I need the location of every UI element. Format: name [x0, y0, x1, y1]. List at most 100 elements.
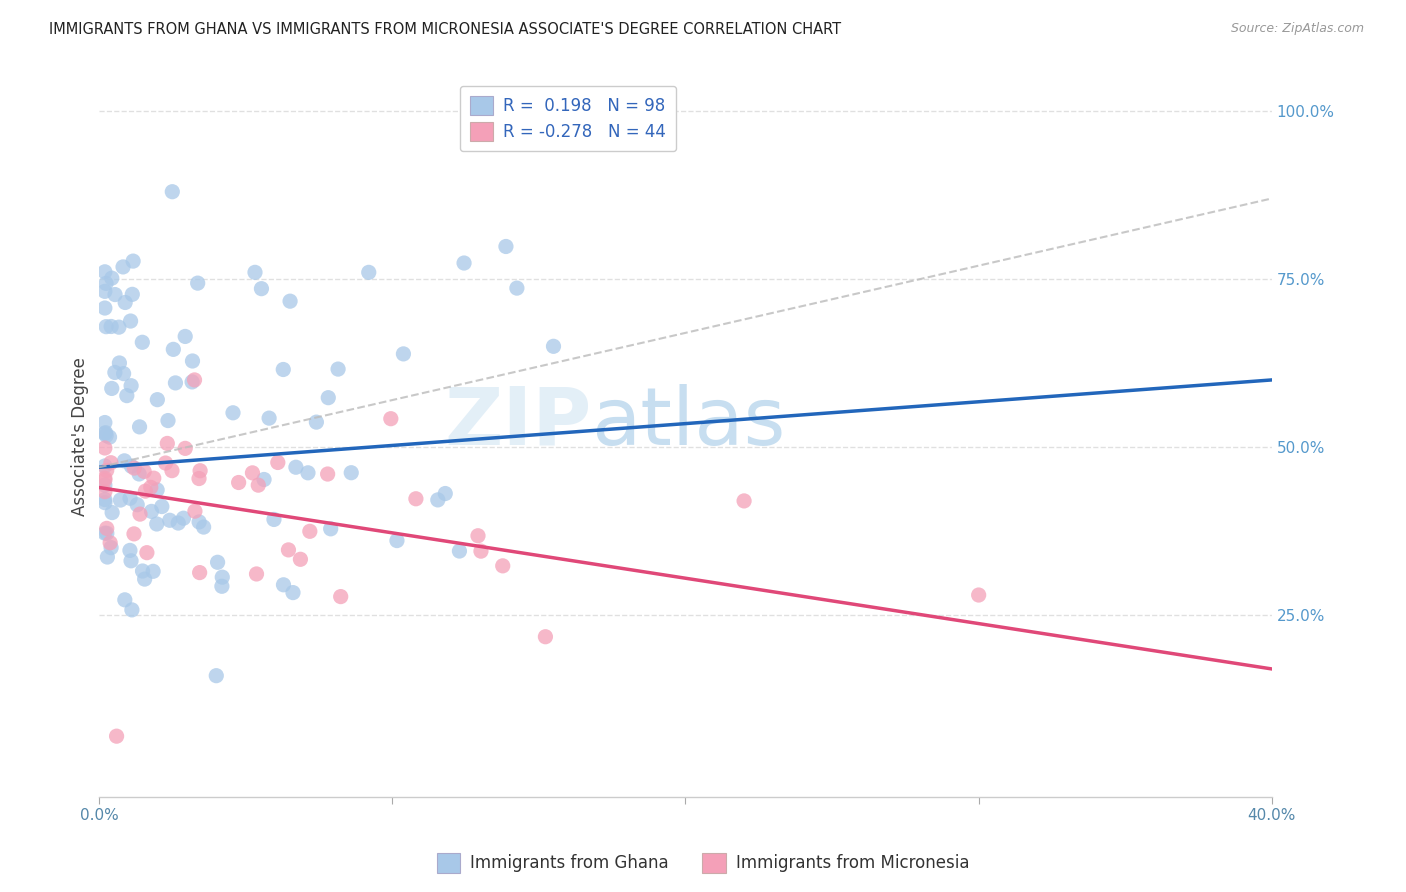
Point [96, 428, 118, 442]
Point [94, 526, 117, 541]
Point [156, 413, 179, 427]
Point [94, 484, 117, 499]
Point [100, 381, 122, 395]
Point [121, 603, 143, 617]
Point [94, 496, 117, 510]
Point [156, 436, 179, 450]
Point [105, 729, 128, 743]
Point [257, 411, 280, 425]
Point [449, 544, 471, 558]
Point [96, 463, 118, 477]
Point [122, 527, 145, 541]
Point [534, 630, 557, 644]
Point [329, 590, 352, 604]
Legend: R =  0.198   N = 98, R = -0.278   N = 44: R = 0.198 N = 98, R = -0.278 N = 44 [460, 86, 676, 151]
Point [135, 546, 157, 560]
Point [120, 378, 142, 392]
Point [228, 475, 250, 490]
Point [128, 467, 150, 481]
Point [94, 416, 117, 430]
Point [94, 426, 117, 441]
Point [108, 356, 131, 370]
Point [94, 478, 117, 492]
Point [131, 564, 153, 578]
Point [127, 498, 149, 512]
Point [271, 362, 294, 376]
Point [181, 354, 204, 368]
Point [967, 588, 990, 602]
Point [94, 277, 117, 291]
Point [94, 425, 117, 440]
Point [94, 301, 117, 315]
Point [162, 343, 184, 357]
Point [205, 668, 228, 682]
Point [98, 430, 121, 444]
Point [245, 566, 267, 581]
Point [115, 389, 138, 403]
Point [142, 471, 165, 485]
Point [211, 570, 233, 584]
Point [467, 529, 489, 543]
Point [129, 507, 152, 521]
Point [112, 367, 135, 381]
Point [104, 287, 127, 301]
Point [96, 526, 118, 541]
Point [247, 478, 270, 492]
Point [118, 491, 141, 506]
Point [100, 319, 122, 334]
Point [118, 543, 141, 558]
Point [98, 536, 121, 550]
Point [193, 520, 215, 534]
Point [94, 265, 117, 279]
Point [174, 329, 197, 343]
Point [174, 442, 197, 456]
Point [385, 533, 408, 548]
Point [211, 579, 233, 593]
Point [278, 294, 301, 309]
Point [188, 566, 211, 580]
Point [263, 512, 285, 526]
Point [242, 466, 264, 480]
Point [120, 459, 142, 474]
Point [326, 362, 349, 376]
Point [96, 521, 118, 535]
Point [160, 464, 183, 478]
Point [392, 347, 415, 361]
Point [305, 415, 328, 429]
Point [316, 391, 339, 405]
Point [134, 464, 156, 478]
Point [506, 281, 529, 295]
Point [250, 282, 273, 296]
Point [134, 484, 156, 499]
Point [142, 565, 165, 579]
Point [298, 524, 321, 539]
Point [110, 493, 132, 508]
Point [184, 504, 207, 518]
Point [453, 256, 475, 270]
Point [146, 483, 169, 497]
Point [139, 480, 162, 494]
Point [492, 558, 515, 573]
Legend: Immigrants from Ghana, Immigrants from Micronesia: Immigrants from Ghana, Immigrants from M… [430, 847, 976, 880]
Point [94, 492, 117, 507]
Point [495, 239, 517, 253]
Point [297, 466, 319, 480]
Point [243, 265, 266, 279]
Point [96, 549, 118, 564]
Point [183, 373, 205, 387]
Point [188, 471, 211, 485]
Point [281, 585, 304, 599]
Point [108, 320, 131, 334]
Point [141, 504, 163, 518]
Point [543, 339, 565, 353]
Point [101, 506, 124, 520]
Point [122, 461, 145, 475]
Point [94, 285, 117, 299]
Point [284, 460, 307, 475]
Point [319, 522, 342, 536]
Point [114, 592, 136, 607]
Point [112, 454, 135, 468]
Point [122, 254, 145, 268]
Point [104, 366, 127, 380]
Point [114, 295, 136, 310]
